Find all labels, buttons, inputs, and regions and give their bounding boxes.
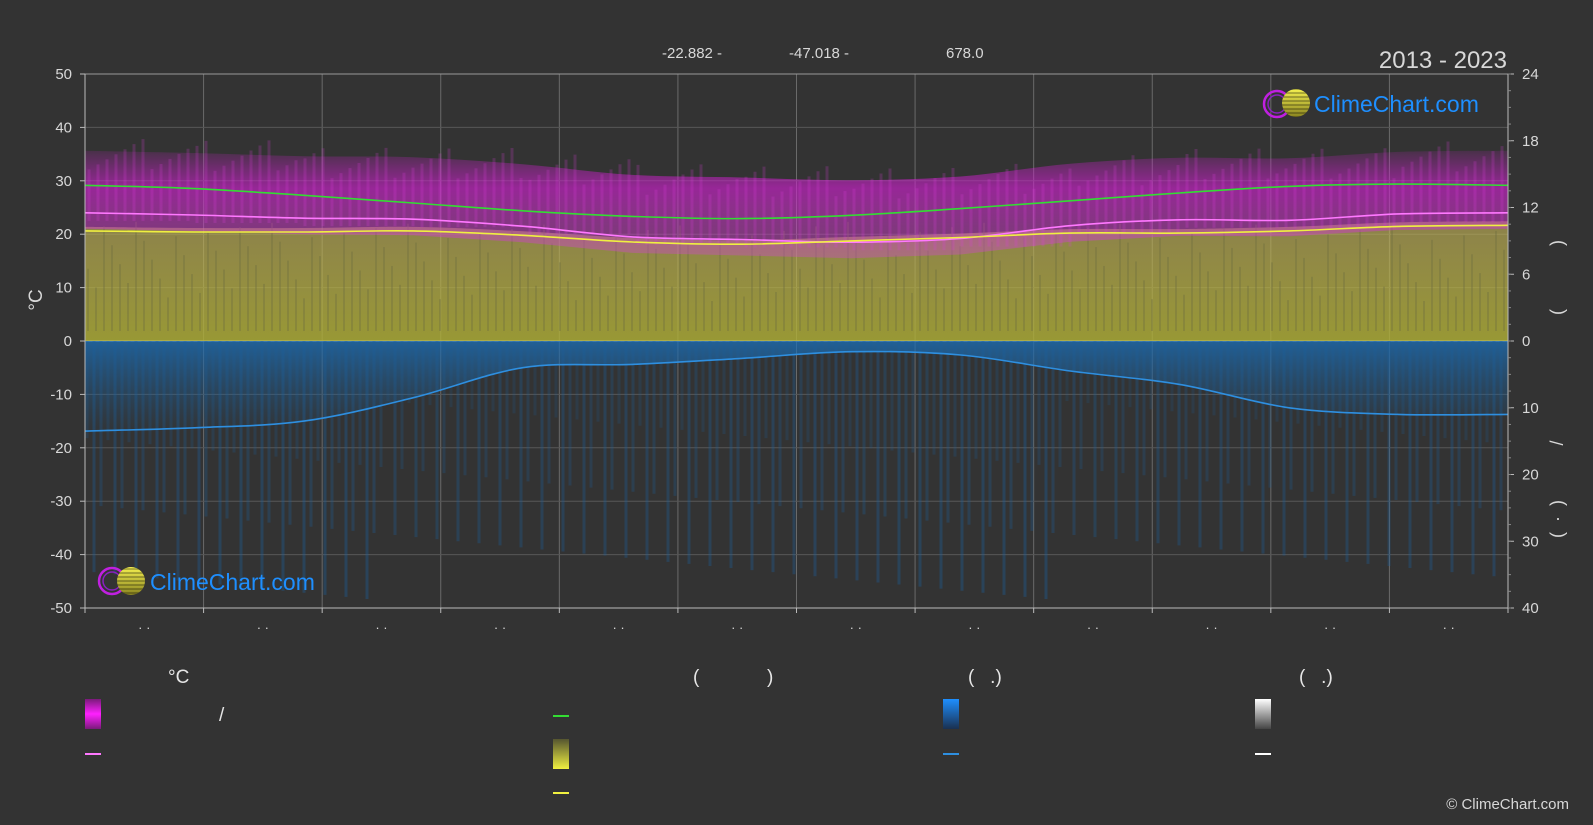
sunshine-line xyxy=(84,224,1509,246)
longitude-label: -47.018 - xyxy=(789,45,849,62)
legend-col2-title-close: ) xyxy=(767,667,773,688)
left-tick-label: 10 xyxy=(55,280,72,297)
month-tick-label: · · xyxy=(968,620,980,635)
month-tick-label: · · xyxy=(731,620,743,635)
precipitation-area xyxy=(85,341,1508,432)
legend-precip-swatch xyxy=(943,699,959,729)
right-top-tick-label: 18 xyxy=(1522,133,1539,150)
month-tick-label: · · xyxy=(494,620,506,635)
left-tick-label: 40 xyxy=(55,119,72,136)
left-axis-label: °C xyxy=(26,289,47,310)
legend-col4-title: ( .) xyxy=(1299,667,1333,688)
right-bottom-tick-label: 20 xyxy=(1522,467,1539,484)
elevation-label: 678.0 xyxy=(946,45,984,62)
month-tick-label: · · xyxy=(1087,620,1099,635)
legend-col1-slash: / xyxy=(219,705,225,726)
left-tick-label: 50 xyxy=(55,66,72,83)
right-bottom-tick-label: 10 xyxy=(1522,400,1539,417)
axes: 50 40 30 20 10 0 -10 -20 -30 -40 -50 24 18 12 6 0 10 20 30… xyxy=(50,66,1538,635)
right-axis-bottom-dot: · xyxy=(1547,516,1567,522)
right-axis-paren-open: ( xyxy=(1547,309,1567,315)
right-axis-bottom-paren-close: ) xyxy=(1547,500,1567,506)
right-bottom-tick-label: 30 xyxy=(1522,533,1539,550)
watermark-logo-top: ClimeChart.com xyxy=(1262,89,1479,119)
month-tick-label: · · xyxy=(1443,620,1455,635)
legend-col3-title: ( .) xyxy=(968,667,1002,688)
right-axis-slash: / xyxy=(1547,440,1567,445)
legend-col1-title: °C xyxy=(168,667,189,688)
left-tick-label: -40 xyxy=(50,547,72,564)
left-tick-label: 0 xyxy=(64,333,72,350)
month-tick-label: · · xyxy=(1205,620,1217,635)
precipitation-line xyxy=(84,350,1509,432)
right-axis-bottom-paren-open: ( xyxy=(1547,532,1567,538)
left-tick-label: 20 xyxy=(55,226,72,243)
right-top-tick-label: 12 xyxy=(1522,200,1539,217)
right-top-tick-label: 6 xyxy=(1522,266,1530,283)
latitude-label: -22.882 - xyxy=(662,45,722,62)
left-tick-label: -50 xyxy=(50,600,72,617)
month-tick-label: · · xyxy=(1324,620,1336,635)
left-tick-label: -20 xyxy=(50,440,72,457)
legend-sunshine-swatch xyxy=(553,739,569,769)
month-tick-label: · · xyxy=(375,620,387,635)
chart-title: 2013 - 2023 xyxy=(1379,47,1507,74)
month-tick-label: · · xyxy=(612,620,624,635)
right-top-tick-label: 0 xyxy=(1522,333,1530,350)
left-tick-label: -10 xyxy=(50,386,72,403)
sunshine-area xyxy=(85,221,1508,341)
copyright: © ClimeChart.com xyxy=(1446,796,1569,813)
mean-temperature-line xyxy=(84,212,1509,244)
legend-temp-range-swatch xyxy=(85,699,101,729)
data-areas xyxy=(85,139,1508,599)
left-tick-label: -30 xyxy=(50,493,72,510)
right-axis-paren-close: ) xyxy=(1547,240,1567,246)
legend-col2-title-open: ( xyxy=(693,667,700,688)
daylight-line xyxy=(84,183,1509,220)
right-top-tick-label: 24 xyxy=(1522,66,1539,83)
legend-snow-swatch xyxy=(1255,699,1271,729)
month-tick-label: · · xyxy=(138,620,150,635)
watermark-text-top: ClimeChart.com xyxy=(1314,91,1479,117)
month-tick-label: · · xyxy=(850,620,862,635)
data-lines xyxy=(84,183,1509,432)
right-bottom-tick-label: 40 xyxy=(1522,600,1539,617)
month-tick-label: · · xyxy=(257,620,269,635)
watermark-text-bottom: ClimeChart.com xyxy=(150,569,315,595)
watermark-logo-bottom: ClimeChart.com xyxy=(97,566,315,596)
left-tick-label: 30 xyxy=(55,173,72,190)
